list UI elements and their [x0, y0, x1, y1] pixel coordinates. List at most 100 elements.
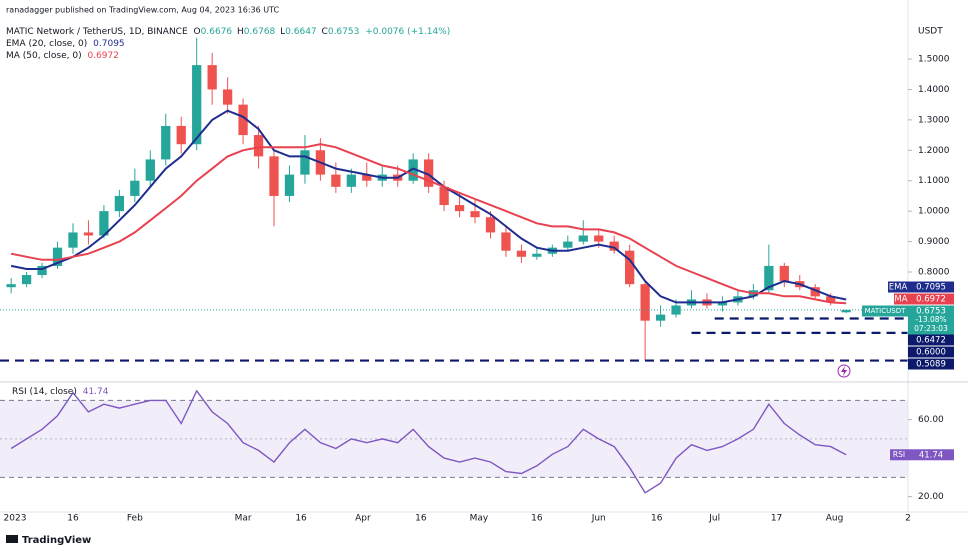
x-tick-label: 16: [67, 514, 79, 524]
candle-body: [563, 241, 573, 248]
candle-body: [21, 275, 32, 285]
legend-value: 0.6972: [87, 51, 119, 61]
x-tick-label: 17: [771, 514, 782, 524]
axis-tag: [890, 449, 908, 461]
ema-legend: EMA (20, close, 0) 0.7095: [6, 39, 125, 49]
candle-body: [362, 174, 372, 181]
x-tick-label: Apr: [355, 514, 371, 524]
candle-body: [176, 125, 186, 145]
y-tick-label: 1.3000: [918, 115, 950, 125]
x-tick-label: Feb: [127, 514, 143, 524]
candle-body: [640, 284, 650, 321]
axis-value: 0.7095: [916, 283, 946, 293]
axis-tag-name: MA: [894, 295, 907, 305]
lightning-icon: [837, 364, 851, 378]
candle-body: [826, 296, 836, 303]
y-tick-label: 20.00: [918, 492, 944, 502]
ohlc-label: L: [280, 27, 285, 37]
candle-body: [454, 205, 465, 212]
y-tick-label: 0.9000: [918, 237, 950, 247]
icon-ring: [837, 364, 851, 378]
axis-value-box: [908, 305, 954, 335]
candle-body: [764, 265, 774, 291]
axis-value-box: [908, 281, 954, 293]
ohlc-label: O: [194, 27, 201, 37]
symbol: MATIC Network / TetherUS, 1D, BINANCE: [6, 27, 188, 37]
legend-name: EMA (20, close, 0): [6, 39, 87, 49]
y-tick-label: 1.2000: [918, 146, 950, 156]
candle-body: [145, 159, 155, 181]
axis-tag: [862, 305, 908, 317]
axis-value-box: [908, 449, 954, 461]
y-tick-label: 1.0000: [918, 207, 950, 217]
candle-body: [810, 287, 820, 297]
candle-body: [37, 265, 47, 276]
x-tick-label: May: [470, 514, 489, 524]
ohlc-label: H: [237, 27, 244, 37]
plot-area: [0, 37, 908, 494]
x-tick-label: 16: [531, 514, 543, 524]
legend-value: 0.7095: [93, 39, 125, 49]
axis-countdown: 07:23:03: [914, 324, 948, 333]
candle-body: [424, 159, 434, 187]
axis-value: 0.6753: [916, 307, 946, 317]
candle-body: [253, 135, 264, 157]
candle-body: [192, 65, 202, 145]
x-tick-label: Jul: [708, 514, 720, 524]
axis-change: -13.08%: [915, 315, 946, 324]
candle-body: [269, 156, 279, 196]
level-label: 0.5089: [916, 360, 946, 370]
candle-body: [207, 65, 217, 90]
legend-name: MA (50, close, 0): [6, 51, 82, 61]
candle-body: [408, 159, 418, 181]
symbol-legend: MATIC Network / TetherUS, 1D, BINANCE O0…: [6, 27, 450, 37]
candle-body: [485, 217, 496, 233]
x-tick-label: 2: [905, 514, 911, 524]
candle-body: [284, 174, 295, 196]
candle-body: [99, 211, 109, 236]
currency: USDT: [918, 27, 943, 37]
change: +0.0076 (+1.14%): [365, 27, 450, 37]
candle-body: [625, 250, 635, 285]
candle-body: [161, 125, 171, 160]
candle-body: [331, 174, 341, 187]
candle-body: [578, 235, 588, 242]
footer-logo: TradingView: [6, 535, 91, 546]
candle-body: [6, 284, 16, 288]
indicator-line: [10, 143, 847, 305]
icon-bolt: [841, 366, 847, 376]
candle-body: [594, 235, 604, 242]
candle-body: [671, 305, 681, 315]
candle-body: [83, 232, 94, 236]
candle-body: [841, 309, 851, 313]
candle-body: [501, 232, 511, 251]
axis-tag: [894, 293, 908, 305]
axis-tag-name: EMA: [889, 283, 908, 293]
y-tick-label: 1.4000: [918, 85, 950, 95]
candle-body: [439, 186, 449, 206]
x-tick-label: 2023: [4, 514, 27, 524]
y-tick-label: 0.8000: [918, 267, 950, 277]
candle-body: [114, 195, 125, 212]
axis-value: 41.74: [919, 450, 943, 460]
level-label: 0.6000: [916, 348, 946, 358]
rsi-line: [10, 389, 847, 494]
candle-body: [470, 211, 480, 218]
axis-value: 0.6972: [916, 295, 946, 305]
axis-tag: [888, 281, 908, 293]
brand: TradingView: [22, 535, 91, 546]
candle-body: [52, 247, 63, 266]
legend-value: 41.74: [83, 387, 109, 397]
x-tick-label: 16: [415, 514, 427, 524]
x-tick-label: 16: [295, 514, 307, 524]
axis-tag-name: MATICUSDT: [865, 307, 906, 315]
x-tick-label: Aug: [826, 514, 844, 524]
candle-body: [238, 104, 248, 136]
ma-legend: MA (50, close, 0) 0.6972: [6, 51, 119, 61]
candle-body: [717, 302, 728, 306]
candle-body: [779, 265, 789, 282]
candle-body: [532, 253, 542, 257]
legend-name: RSI (14, close): [12, 387, 77, 397]
